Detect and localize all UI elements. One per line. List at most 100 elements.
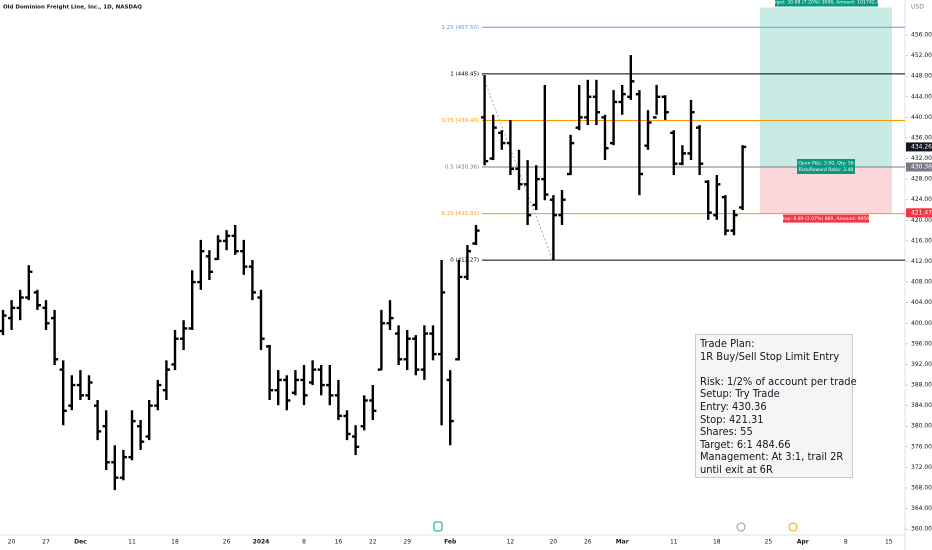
ohlc-bar	[627, 55, 635, 100]
ohlc-bar	[94, 399, 102, 441]
price-marker	[906, 142, 932, 152]
stop-zone	[760, 166, 892, 214]
info-label: Risk/Reward Ratio: 3.48	[799, 167, 854, 173]
ohlc-bar	[713, 175, 721, 220]
x-tick-label: 25	[765, 539, 773, 546]
ohlc-bar	[145, 399, 153, 441]
y-tick-label: 404.00	[911, 299, 932, 306]
y-tick-label: 420.00	[911, 217, 932, 224]
ohlc-bar	[687, 99, 695, 161]
y-tick-label: 444.00	[911, 93, 932, 100]
fib-level-label: 0 (412.27)	[450, 258, 479, 264]
ohlc-bar	[515, 149, 523, 190]
ohlc-bar	[352, 425, 360, 456]
trade-plan-title: Trade Plan:	[700, 337, 755, 350]
ohlc-bar	[678, 145, 686, 166]
ohlc-bar	[584, 79, 592, 126]
x-tick-label: Dec	[74, 539, 87, 546]
ohlc-bar	[240, 239, 248, 275]
price-marker-label: 421.47	[911, 209, 932, 216]
y-tick-label: 364.00	[911, 505, 932, 512]
ohlc-bar	[532, 165, 540, 211]
info-label-box	[797, 158, 855, 174]
ohlc-bar	[403, 329, 411, 371]
trade-plan-line: Entry: 430.36	[700, 399, 767, 413]
ohlc-bar	[506, 119, 514, 176]
x-tick-label: 18	[171, 539, 179, 546]
ohlc-bar	[601, 114, 609, 161]
ohlc-bar	[558, 189, 566, 225]
ohlc-bar	[223, 230, 231, 251]
x-tick-label: 20	[8, 539, 16, 546]
x-tick-label: 11	[670, 539, 678, 546]
trade-plan-line: Setup: Try Trade	[700, 387, 780, 401]
x-tick-label: 16	[335, 539, 343, 546]
ohlc-bar	[257, 289, 265, 351]
event-icon	[433, 521, 443, 532]
ohlc-bar	[463, 245, 471, 281]
x-tick-label: 8	[844, 539, 848, 546]
ohlc-bar	[455, 259, 463, 361]
x-tick-label: 27	[42, 539, 50, 546]
price-marker-label: 430.36	[911, 163, 932, 170]
ohlc-bar	[575, 84, 583, 131]
y-tick-label: 424.00	[911, 196, 932, 203]
trade-plan-line: Risk: 1/2% of account per trade	[700, 374, 857, 388]
ohlc-bar	[214, 235, 222, 261]
trade-plan-note: Trade Plan: 1R Buy/Sell Stop Limit Entry…	[695, 334, 857, 478]
ohlc-bar	[137, 420, 145, 450]
ohlc-bar	[162, 360, 170, 400]
x-tick-label: Feb	[444, 539, 457, 546]
ohlc-bar	[661, 95, 669, 120]
ohlc-bar	[567, 134, 575, 176]
ohlc-bar	[300, 364, 308, 406]
target-zone	[760, 7, 892, 167]
ohlc-bar	[489, 114, 497, 161]
fib-level-label: 1.25 (457.50)	[441, 25, 479, 31]
ohlc-bar	[653, 84, 661, 119]
y-tick-label: 416.00	[911, 237, 932, 244]
price-marker	[906, 208, 932, 218]
ohlc-bar	[309, 360, 317, 386]
ohlc-bar	[377, 309, 385, 371]
ohlc-bar	[33, 289, 41, 310]
price-marker	[906, 162, 932, 172]
x-tick-label: 26	[223, 539, 231, 546]
ohlc-bar	[16, 289, 24, 321]
x-tick-label: 29	[403, 539, 411, 546]
ohlc-bar	[0, 309, 7, 336]
trade-plan-line: until exit at 6R	[700, 462, 773, 476]
ohlc-bar	[395, 325, 403, 365]
fib-level-label: 0.25 (421.31)	[441, 211, 479, 217]
ohlc-bar	[481, 75, 489, 166]
ohlc-bar	[644, 110, 652, 150]
y-tick-label: 384.00	[911, 402, 932, 409]
ohlc-bar	[128, 410, 136, 461]
y-tick-label: 440.00	[911, 114, 932, 121]
ohlc-bar	[8, 300, 16, 330]
ohlc-bar	[317, 364, 325, 396]
stop-label: Stop: 8.89 (2.07%) 889, Amount: 99501	[780, 216, 872, 222]
ohlc-bar	[696, 125, 704, 176]
y-tick-label: 380.00	[911, 423, 932, 430]
y-tick-label: 392.00	[911, 361, 932, 368]
ohlc-bar	[231, 224, 239, 255]
ohlc-bar	[541, 84, 549, 201]
x-tick-label: Apr	[797, 539, 809, 546]
y-tick-label: 360.00	[911, 526, 932, 533]
ohlc-bar	[610, 90, 618, 146]
x-tick-label: 11	[128, 539, 136, 546]
y-tick-label: 412.00	[911, 258, 932, 265]
ohlc-bar	[266, 344, 274, 400]
ohlc-bar	[326, 364, 334, 406]
ohlc-bar	[618, 84, 626, 115]
ohlc-bar	[197, 239, 205, 290]
chart-title: Old Dominion Freight Line, Inc., 1D, NAS…	[3, 5, 142, 11]
target-label-box	[775, 0, 878, 7]
ohlc-bar	[429, 325, 437, 361]
y-tick-label: 372.00	[911, 464, 932, 471]
ohlc-bar	[85, 375, 93, 400]
ohlc-bar	[343, 410, 351, 441]
ohlc-bar	[360, 395, 368, 431]
ohlc-bar	[524, 160, 532, 225]
